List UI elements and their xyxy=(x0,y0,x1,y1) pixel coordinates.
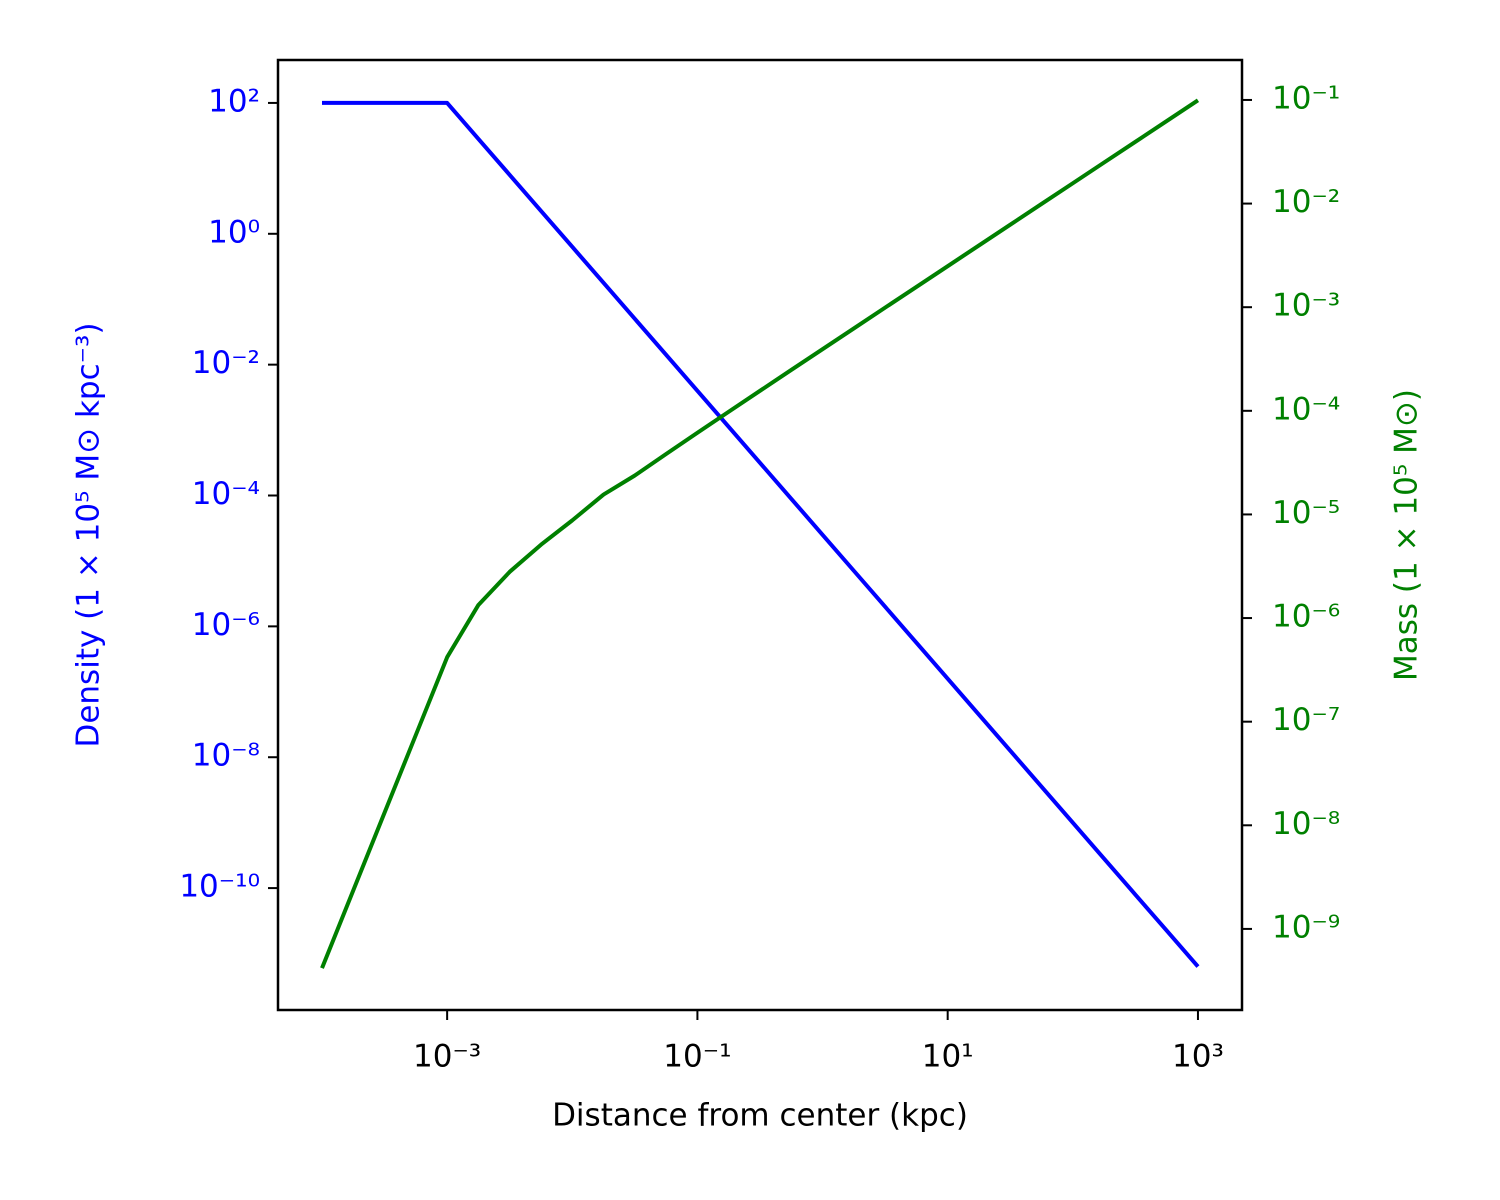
y2-tick-label: 10⁻⁵ xyxy=(1272,495,1340,531)
y2-tick-label: 10⁻⁹ xyxy=(1272,909,1340,945)
x-tick-label: 10¹ xyxy=(922,1039,974,1075)
y2-tick-label: 10⁻⁸ xyxy=(1272,806,1340,842)
y-tick-label: 10⁻⁸ xyxy=(192,738,260,774)
x-tick-label: 10³ xyxy=(1172,1039,1224,1075)
data-line xyxy=(320,98,1200,969)
y2-tick-label: 10⁻⁷ xyxy=(1272,702,1340,738)
x-tick-label: 10⁻¹ xyxy=(663,1039,731,1075)
y2-tick-label: 10⁻⁴ xyxy=(1272,391,1340,427)
y2-axis-label: Mass (1 × 10⁵ M⊙) xyxy=(1389,389,1425,681)
y-tick-label: 10⁻² xyxy=(192,345,260,381)
y-axis-label: Density (1 × 10⁵ M⊙ kpc⁻³) xyxy=(71,322,107,747)
y-tick-label: 10⁻⁶ xyxy=(192,607,260,643)
y-tick-label: 10² xyxy=(208,83,260,119)
y-tick-label: 10⁻¹⁰ xyxy=(179,869,260,905)
y2-tick-label: 10⁻³ xyxy=(1272,288,1340,324)
y2-tick-label: 10⁻² xyxy=(1272,184,1340,220)
y2-tick-label: 10⁻⁶ xyxy=(1272,599,1340,635)
y-tick-label: 10⁻⁴ xyxy=(192,476,260,512)
y-tick-label: 10⁰ xyxy=(208,214,260,250)
data-line xyxy=(322,100,1200,968)
y2-tick-label: 10⁻¹ xyxy=(1272,80,1340,116)
x-axis-label: Distance from center (kpc) xyxy=(552,1098,968,1134)
x-tick-label: 10⁻³ xyxy=(413,1039,481,1075)
plot-frame xyxy=(276,58,1244,1012)
